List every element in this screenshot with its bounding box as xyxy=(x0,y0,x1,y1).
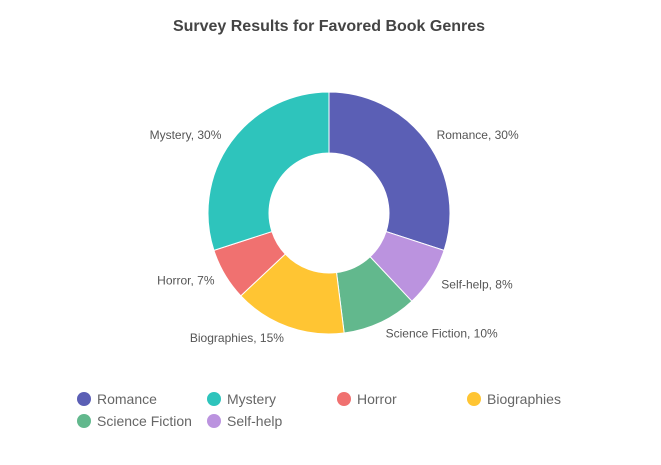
legend-marker-horror xyxy=(337,392,351,406)
legend-item-romance[interactable]: Romance xyxy=(77,391,157,407)
legend-marker-romance xyxy=(77,392,91,406)
slice-labels-layer: Romance, 30% Self-help, 8% Science Fiction… xyxy=(150,128,519,345)
legend-item-self-help[interactable]: Self-help xyxy=(207,413,282,429)
legend-label-self-help: Self-help xyxy=(227,413,282,429)
slice-label-horror: Horror, 7% xyxy=(157,274,215,288)
legend: Romance Mystery Horror Biographies Science F… xyxy=(77,391,561,429)
legend-item-science-fiction[interactable]: Science Fiction xyxy=(77,413,192,429)
legend-label-horror: Horror xyxy=(357,391,397,407)
slice-label-biographies: Biographies, 15% xyxy=(190,331,284,345)
slice-label-science-fiction: Science Fiction, 10% xyxy=(386,326,498,340)
legend-marker-science-fiction xyxy=(77,414,91,428)
slice-romance[interactable] xyxy=(328,91,451,252)
legend-label-mystery: Mystery xyxy=(227,391,276,407)
slice-mystery[interactable] xyxy=(207,91,330,252)
legend-marker-self-help xyxy=(207,414,221,428)
legend-label-romance: Romance xyxy=(97,391,157,407)
legend-item-mystery[interactable]: Mystery xyxy=(207,391,276,407)
legend-label-science-fiction: Science Fiction xyxy=(97,413,192,429)
legend-marker-mystery xyxy=(207,392,221,406)
legend-item-horror[interactable]: Horror xyxy=(337,391,397,407)
slice-label-self-help: Self-help, 8% xyxy=(441,277,513,291)
legend-item-biographies[interactable]: Biographies xyxy=(467,391,561,407)
legend-marker-biographies xyxy=(467,392,481,406)
slice-label-mystery: Mystery, 30% xyxy=(150,128,222,142)
legend-label-biographies: Biographies xyxy=(487,391,561,407)
chart-title: Survey Results for Favored Book Genres xyxy=(173,18,485,35)
slice-label-romance: Romance, 30% xyxy=(437,128,519,142)
slices-layer xyxy=(207,91,451,335)
